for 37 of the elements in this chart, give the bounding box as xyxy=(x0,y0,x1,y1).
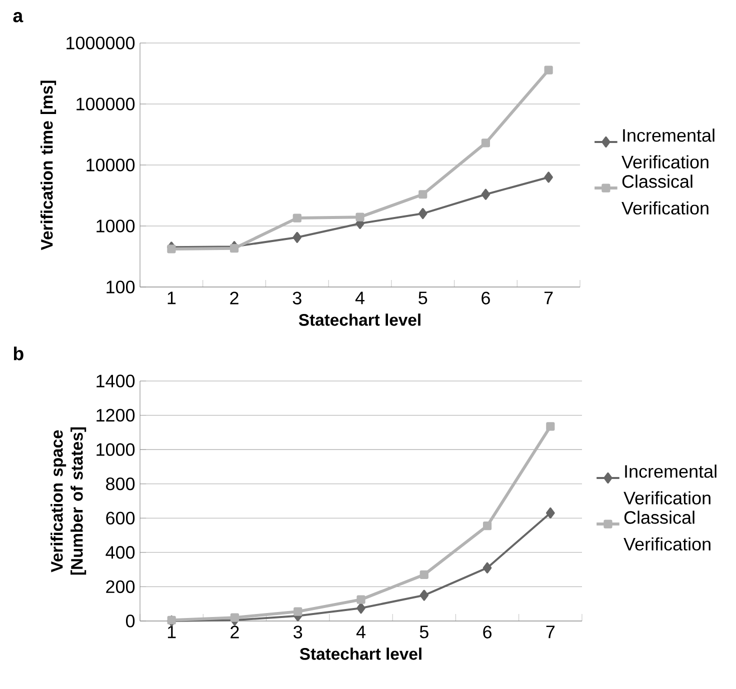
x-tick-label: 1 xyxy=(168,626,176,638)
x-tick-label: 2 xyxy=(230,292,238,304)
x-axis-title: Statechart level xyxy=(298,314,420,326)
y-tick-label: 1400 xyxy=(96,374,135,388)
legend-label: Incremental Verification xyxy=(624,464,716,504)
y-tick-label: 1000 xyxy=(96,220,135,232)
x-tick-label: 6 xyxy=(483,626,492,638)
x-tick-label: 4 xyxy=(355,292,364,304)
chart-title: a xyxy=(13,12,24,22)
y-tick-label: 0 xyxy=(126,614,135,628)
y-axis-title: Verification time [ms] xyxy=(40,80,56,250)
x-tick-label: 2 xyxy=(230,626,239,638)
x-tick-label: 6 xyxy=(482,292,490,304)
y-tick-label: 600 xyxy=(106,512,135,524)
x-tick-label: 4 xyxy=(356,626,366,638)
x-tick-label: 1 xyxy=(168,292,176,304)
legend-label: Classical Verification xyxy=(622,174,708,215)
chart-title: b xyxy=(14,346,24,360)
y-axis-title: Verification space [Number of states] xyxy=(50,427,86,575)
y-tick-label: 200 xyxy=(106,580,135,594)
x-tick-label: 5 xyxy=(418,292,428,304)
x-axis-title: Statechart level xyxy=(300,648,422,660)
x-tick-label: 3 xyxy=(292,292,302,304)
y-tick-label: 100000 xyxy=(76,98,135,110)
y-tick-label: 1000 xyxy=(96,443,135,456)
legend-label: Classical Verification xyxy=(624,510,710,551)
y-tick-label: 100 xyxy=(106,280,135,294)
y-tick-label: 800 xyxy=(106,477,135,490)
y-tick-label: 400 xyxy=(106,546,135,559)
y-tick-label: 1200 xyxy=(96,408,135,422)
x-tick-label: 3 xyxy=(294,626,302,638)
y-tick-label: 10000 xyxy=(86,158,135,172)
x-tick-label: 5 xyxy=(420,626,428,638)
y-tick-label: 1000000 xyxy=(66,36,135,50)
x-tick-label: 7 xyxy=(544,292,553,304)
x-tick-label: 7 xyxy=(546,626,555,638)
legend-label: Incremental Verification xyxy=(622,128,714,168)
